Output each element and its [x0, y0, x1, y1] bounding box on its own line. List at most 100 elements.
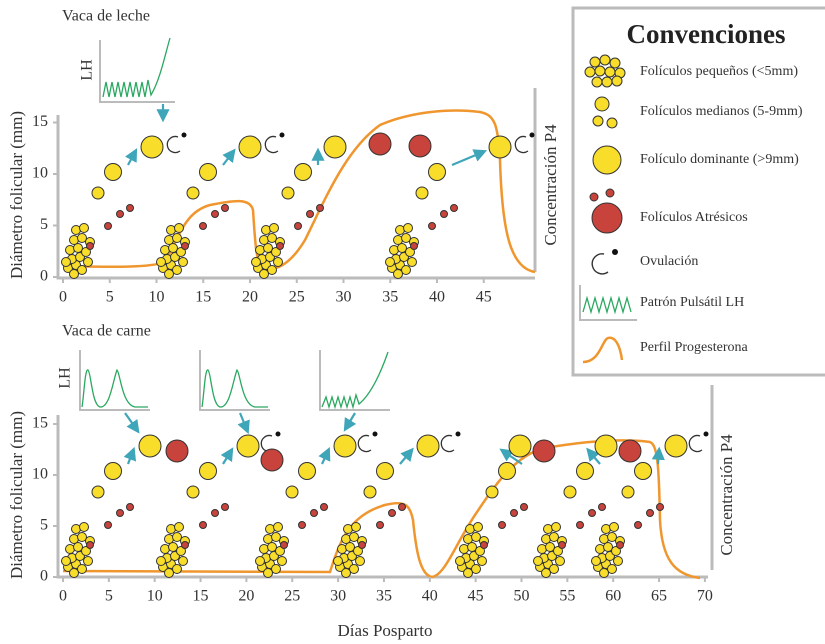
atretic-small [199, 222, 207, 230]
medium-follicle [485, 485, 499, 499]
atretic-small [320, 503, 328, 511]
atretic-small [646, 509, 654, 517]
arrow [123, 446, 137, 465]
small-follicle [341, 568, 351, 578]
x-tick-label: 40 [422, 588, 438, 605]
atretic-small [498, 521, 506, 529]
legend-icon [601, 76, 613, 88]
small-follicle [271, 564, 281, 574]
atretic-small [221, 204, 229, 212]
small-follicle [477, 556, 487, 566]
medium-follicle [576, 462, 594, 480]
y-tick-label: 10 [32, 165, 48, 182]
small-follicle [599, 568, 609, 578]
x-tick-label: 45 [468, 588, 484, 605]
small-follicle [277, 556, 287, 566]
small-follicle [541, 568, 551, 578]
small-follicle [271, 247, 281, 257]
small-follicle [69, 568, 79, 578]
legend-icon [594, 65, 606, 77]
medium-follicle [186, 485, 200, 499]
small-follicle [271, 532, 281, 542]
small-follicle [473, 522, 483, 532]
small-follicle [172, 265, 182, 275]
y-tick-label: 15 [32, 415, 48, 432]
ovulation [264, 135, 279, 154]
medium-follicle [376, 462, 394, 480]
small-follicle [275, 546, 285, 556]
small-follicle [77, 233, 87, 243]
legend-label: Folículo dominante (>9mm) [640, 152, 799, 167]
small-follicle [263, 568, 273, 578]
x-tick-label: 10 [149, 289, 165, 306]
small-follicle [267, 233, 277, 243]
y-tick-label: 15 [32, 113, 48, 130]
y-tick-label: 5 [40, 517, 48, 534]
atretic-follicle [260, 448, 284, 472]
arrow [222, 148, 236, 166]
atretic-small [211, 509, 219, 517]
x-tick-label: 45 [476, 289, 492, 306]
legend-icon [611, 75, 623, 87]
medium-follicle [199, 163, 217, 181]
legend-icon [612, 249, 618, 255]
legend-icon [589, 192, 599, 202]
small-follicle [345, 542, 355, 552]
small-follicle [174, 522, 184, 532]
small-follicle [349, 532, 359, 542]
legend-icon [605, 188, 615, 198]
small-follicle [83, 257, 93, 267]
y-label: Diámetro folicular (mm) [7, 411, 26, 579]
atretic-follicle [532, 439, 556, 463]
atretic-small [126, 503, 134, 511]
small-follicle [81, 546, 91, 556]
small-follicle [172, 233, 182, 243]
x-label: Días Posparto [338, 621, 433, 640]
atretic-small [310, 509, 318, 517]
small-follicle [611, 546, 621, 556]
panel-title: Vaca de leche [62, 8, 150, 25]
x-tick-label: 5 [105, 588, 113, 605]
small-follicle [471, 564, 481, 574]
panel-title: Vaca de carne [62, 323, 151, 340]
x-tick-label: 5 [106, 289, 114, 306]
arrow [125, 148, 138, 166]
small-follicle [178, 556, 188, 566]
small-follicle [545, 542, 555, 552]
small-follicle [551, 522, 561, 532]
dominant-follicle [140, 135, 164, 159]
legend-icon [579, 285, 637, 321]
ovulation-dot [279, 132, 285, 138]
legend-icon [594, 96, 610, 112]
x-tick-label: 30 [336, 289, 352, 306]
atretic-small [294, 222, 302, 230]
p4-curve [62, 439, 701, 580]
legend-icon [591, 76, 603, 88]
small-follicle [607, 532, 617, 542]
small-follicle [467, 542, 477, 552]
small-follicle [273, 257, 283, 267]
arrow [586, 447, 601, 465]
x-tick-label: 25 [289, 289, 305, 306]
atretic-small [280, 541, 288, 549]
atretic-small [520, 503, 528, 511]
atretic-small [104, 521, 112, 529]
atretic-small [306, 210, 314, 218]
atretic-small [558, 541, 566, 549]
dominant-follicle [416, 434, 440, 458]
medium-follicle [281, 186, 295, 200]
medium-follicle [634, 462, 652, 480]
small-follicle [401, 233, 411, 243]
atretic-small [376, 521, 384, 529]
small-follicle [259, 269, 269, 279]
atretic-small [276, 242, 284, 250]
small-follicle [463, 568, 473, 578]
legend-icon [582, 295, 632, 315]
small-follicle [603, 542, 613, 552]
small-follicle [164, 269, 174, 279]
atretic-small [410, 242, 418, 250]
legend-icon [591, 253, 609, 275]
legend-icon [606, 117, 618, 129]
y-tick-label: 0 [40, 268, 48, 285]
legend-label: Perfil Progesterona [640, 340, 748, 355]
